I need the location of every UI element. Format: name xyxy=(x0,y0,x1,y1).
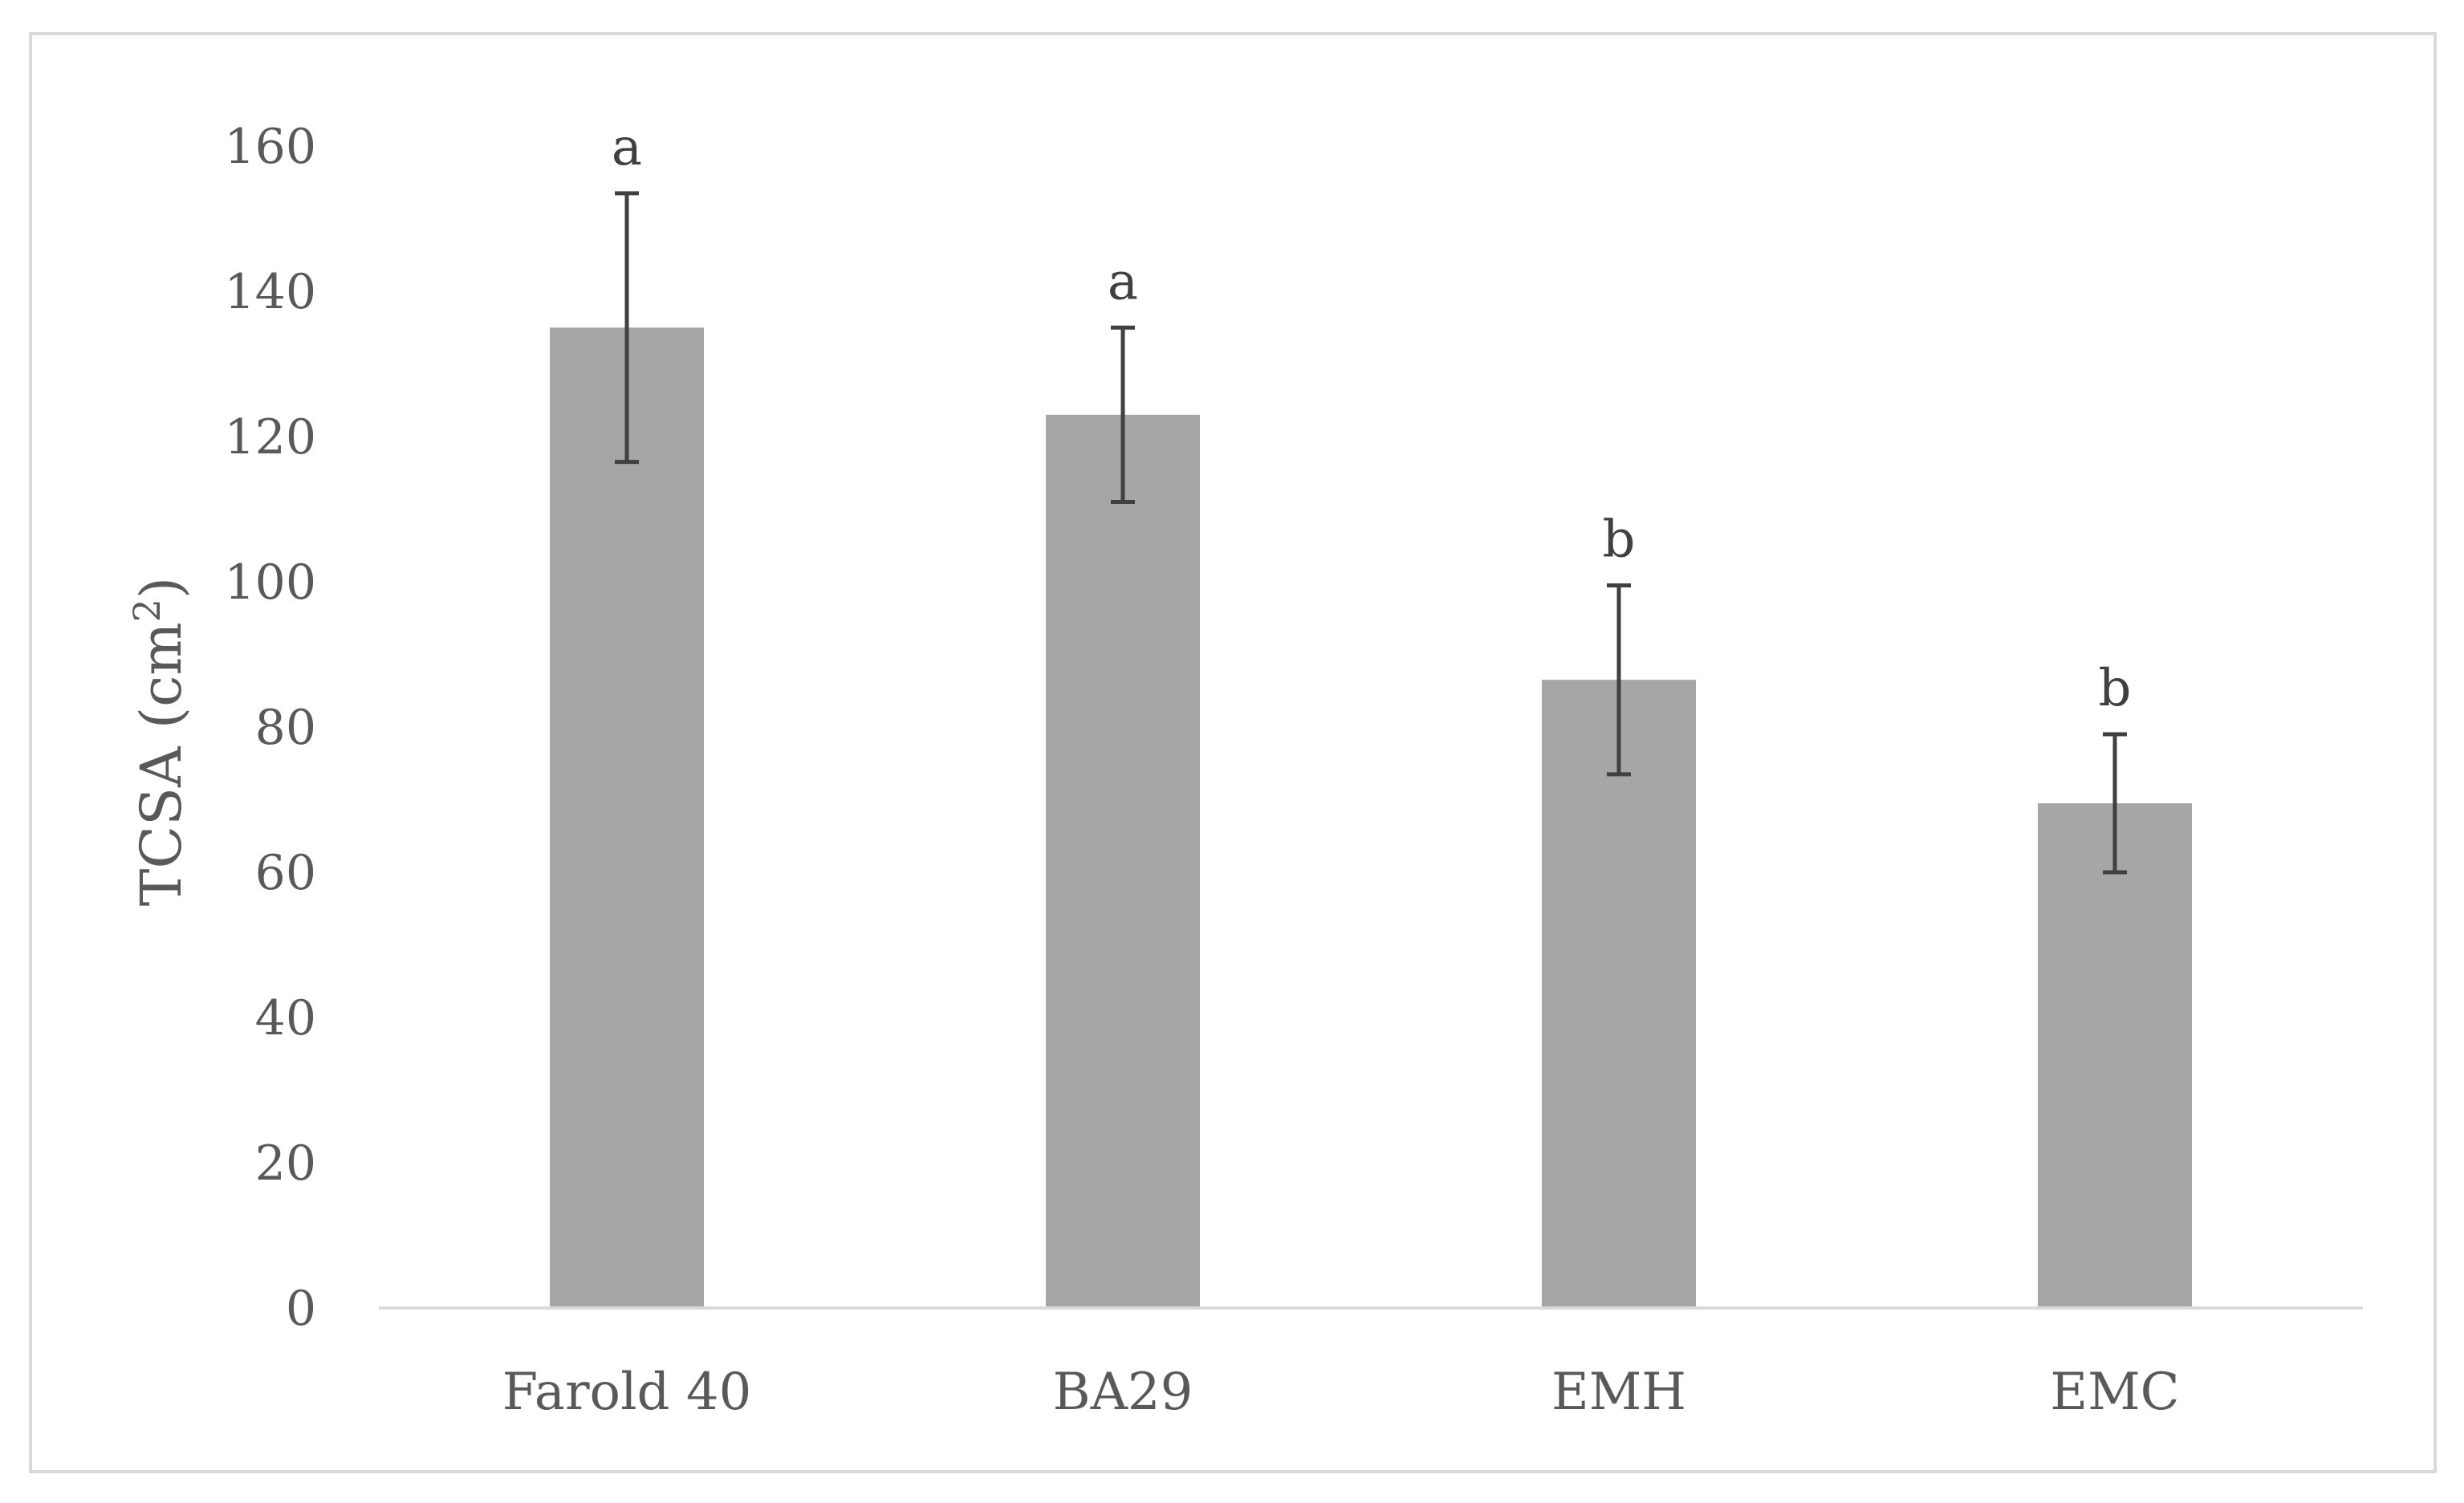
bars xyxy=(550,327,2192,1308)
error-bars xyxy=(615,191,2127,875)
bar xyxy=(2038,803,2192,1308)
y-tick-label: 120 xyxy=(224,409,316,465)
bar xyxy=(550,327,704,1308)
y-axis-title: TCSA (cm2) xyxy=(125,577,194,907)
y-tick-label: 100 xyxy=(224,554,316,611)
error-bar xyxy=(1607,583,1631,777)
significance-labels: a a b b xyxy=(612,118,2132,718)
y-axis-ticks: 0 20 40 60 80 100 120 140 160 xyxy=(224,119,316,1337)
category-label: BA29 xyxy=(1053,1363,1193,1422)
bar-chart: 0 20 40 60 80 100 120 140 160 a a b b Farold 40 BA29… xyxy=(125,118,2363,1422)
y-tick-label: 160 xyxy=(224,119,316,175)
y-tick-label: 60 xyxy=(255,845,316,901)
category-label: EMC xyxy=(2050,1363,2179,1422)
bar xyxy=(1046,414,1200,1308)
error-bar xyxy=(1111,325,1135,504)
chart-frame: 0 20 40 60 80 100 120 140 160 a a b b Farold 40 BA29… xyxy=(29,32,2437,1473)
category-labels: Farold 40 BA29 EMH EMC xyxy=(502,1363,2180,1422)
y-tick-label: 20 xyxy=(255,1135,316,1192)
significance-label: b xyxy=(2099,659,2132,718)
y-tick-label: 140 xyxy=(224,264,316,320)
significance-label: b xyxy=(1603,510,1636,570)
error-bar xyxy=(2103,732,2127,875)
error-bar xyxy=(615,191,639,465)
significance-label: a xyxy=(1108,252,1138,311)
bar xyxy=(1542,680,1696,1308)
category-label: Farold 40 xyxy=(502,1363,752,1422)
y-tick-label: 0 xyxy=(286,1281,316,1337)
category-label: EMH xyxy=(1551,1363,1686,1422)
y-tick-label: 40 xyxy=(255,990,316,1046)
y-tick-label: 80 xyxy=(255,700,316,756)
significance-label: a xyxy=(612,118,642,177)
